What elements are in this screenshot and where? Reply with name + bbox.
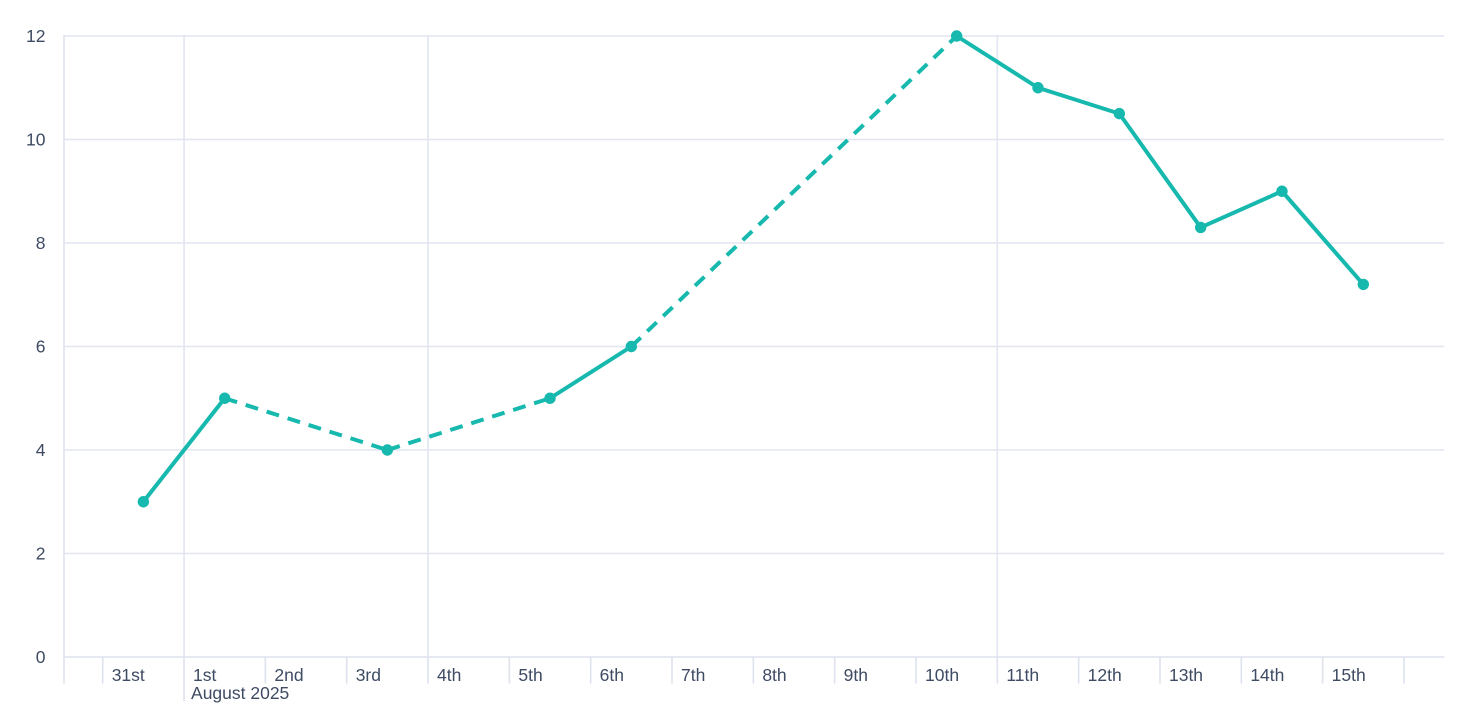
data-point-marker[interactable] bbox=[137, 496, 150, 508]
y-tick-label: 10 bbox=[26, 130, 46, 150]
markers-layer bbox=[137, 30, 1370, 508]
series-segment-solid bbox=[1279, 189, 1366, 287]
series-segment-solid bbox=[954, 34, 1040, 90]
x-tick-label: 8th bbox=[762, 665, 786, 685]
series-segment-solid bbox=[548, 344, 634, 401]
x-tick-label: 10th bbox=[925, 665, 959, 685]
series-segment-solid bbox=[1117, 111, 1203, 230]
series-segment-solid bbox=[1035, 85, 1122, 116]
data-point-marker[interactable] bbox=[1357, 278, 1370, 291]
data-point-marker[interactable] bbox=[218, 392, 231, 404]
series-layer bbox=[141, 34, 1366, 504]
y-tick-label: 4 bbox=[36, 440, 46, 460]
series-segment-solid bbox=[141, 396, 227, 504]
data-point-marker[interactable] bbox=[950, 30, 963, 42]
axis-labels-layer: 31st 1st 2nd 3rd 4th 5th 6th 7th 8th 9th 10th 11th 1… bbox=[26, 26, 1366, 703]
x-tick-label: 12th bbox=[1088, 665, 1122, 685]
grid-layer bbox=[64, 35, 1445, 657]
series-segment-dashed bbox=[224, 396, 388, 452]
x-tick-label: 6th bbox=[600, 665, 624, 685]
x-axis-month-label: August 2025 bbox=[191, 683, 289, 703]
x-tick-label: 2nd bbox=[274, 665, 303, 685]
series-segment-dashed bbox=[629, 34, 959, 348]
x-tick-label: 13th bbox=[1169, 665, 1203, 685]
x-tick-label: 11th bbox=[1006, 665, 1039, 685]
data-point-marker[interactable] bbox=[1194, 221, 1207, 234]
x-tick-label: 4th bbox=[437, 665, 461, 685]
axes-layer bbox=[63, 35, 1445, 701]
x-tick-label: 15th bbox=[1332, 665, 1366, 685]
data-point-marker[interactable] bbox=[544, 392, 556, 404]
y-tick-label: 8 bbox=[36, 233, 46, 253]
y-tick-label: 12 bbox=[26, 26, 45, 46]
y-tick-label: 6 bbox=[36, 337, 46, 357]
x-tick-label: 9th bbox=[844, 665, 868, 685]
y-tick-label: 2 bbox=[36, 544, 46, 564]
y-tick-label: 0 bbox=[36, 647, 46, 667]
x-tick-label: 31st bbox=[112, 665, 145, 685]
data-point-marker[interactable] bbox=[1276, 185, 1288, 197]
data-point-marker[interactable] bbox=[625, 340, 638, 353]
x-tick-label: 1st bbox=[193, 665, 216, 685]
data-point-marker[interactable] bbox=[381, 444, 394, 456]
series-segment-solid bbox=[1198, 189, 1284, 230]
x-tick-label: 5th bbox=[518, 665, 542, 685]
data-point-marker[interactable] bbox=[1032, 82, 1044, 94]
x-tick-label: 3rd bbox=[356, 665, 381, 685]
data-point-marker[interactable] bbox=[1113, 107, 1126, 120]
x-tick-label: 7th bbox=[681, 665, 705, 685]
series-segment-dashed bbox=[386, 396, 551, 452]
x-tick-label: 14th bbox=[1250, 665, 1284, 685]
